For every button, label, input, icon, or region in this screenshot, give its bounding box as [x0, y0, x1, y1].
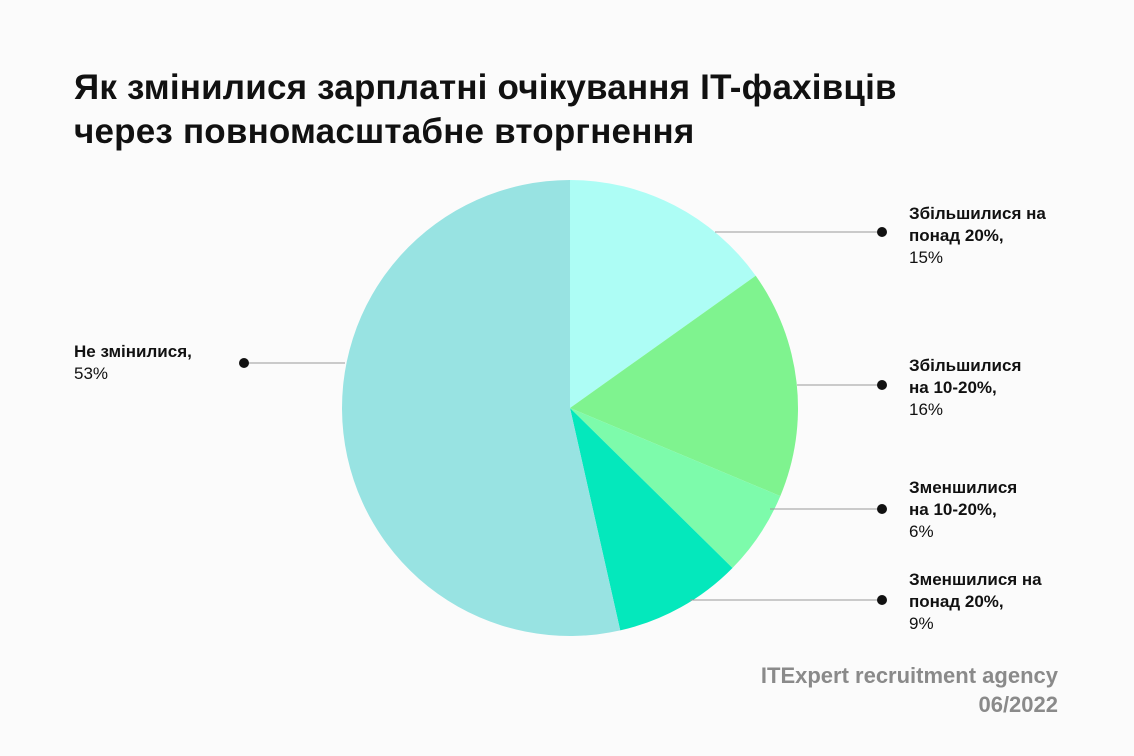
label-decreased-10-20-name: Зменшилися на 10-20%, — [909, 478, 1018, 519]
source-agency: ITExpert recruitment agency — [760, 663, 1058, 688]
label-decreased-over-20-value: 9% — [909, 614, 934, 633]
label-decreased-10-20-value: 6% — [909, 522, 934, 541]
chart-title-line-2: через повномасштабне вторгнення — [74, 112, 695, 151]
label-increased-over-20-name: Збільшилися на понад 20%, — [909, 204, 1046, 245]
source-date: 06/2022 — [978, 692, 1058, 717]
slice-decreased-over-20 — [570, 408, 733, 631]
leader-lines — [239, 227, 887, 605]
label-decreased-over-20-name: Зменшилися на понад 20%, — [909, 570, 1042, 611]
label-decreased-10-20: Зменшилися на 10-20%, 6% — [909, 477, 1034, 543]
slice-unchanged — [342, 180, 621, 637]
leader-decreased-10-20-dot — [877, 504, 887, 514]
leader-unchanged-dot — [239, 358, 249, 368]
label-unchanged-name: Не змінилися, — [74, 342, 192, 361]
label-increased-over-20-value: 15% — [909, 248, 944, 267]
leader-decreased-over-20-dot — [877, 595, 887, 605]
label-increased-10-20: Збільшилися на 10-20%, 16% — [909, 355, 1039, 421]
label-unchanged-value: 53% — [74, 364, 109, 383]
pie-slices — [342, 180, 799, 637]
chart-title-line-1: Як змінилися зарплатні очікування IT-фах… — [74, 68, 897, 107]
label-increased-10-20-name: Збільшилися на 10-20%, — [909, 356, 1022, 397]
label-increased-10-20-value: 16% — [909, 400, 944, 419]
slice-increased-over-20 — [570, 180, 756, 408]
label-increased-over-20: Збільшилися на понад 20%, 15% — [909, 203, 1059, 269]
slice-increased-10-20 — [570, 275, 799, 497]
chart-title: Як змінилися зарплатні очікування IT-фах… — [74, 66, 974, 154]
leader-increased-over-20-dot — [877, 227, 887, 237]
label-unchanged: Не змінилися, 53% — [74, 341, 192, 385]
source-credit: ITExpert recruitment agency 06/2022 — [761, 661, 1058, 719]
leader-increased-10-20-dot — [877, 380, 887, 390]
label-decreased-over-20: Зменшилися на понад 20%, 9% — [909, 569, 1059, 635]
slice-decreased-10-20 — [570, 408, 781, 568]
